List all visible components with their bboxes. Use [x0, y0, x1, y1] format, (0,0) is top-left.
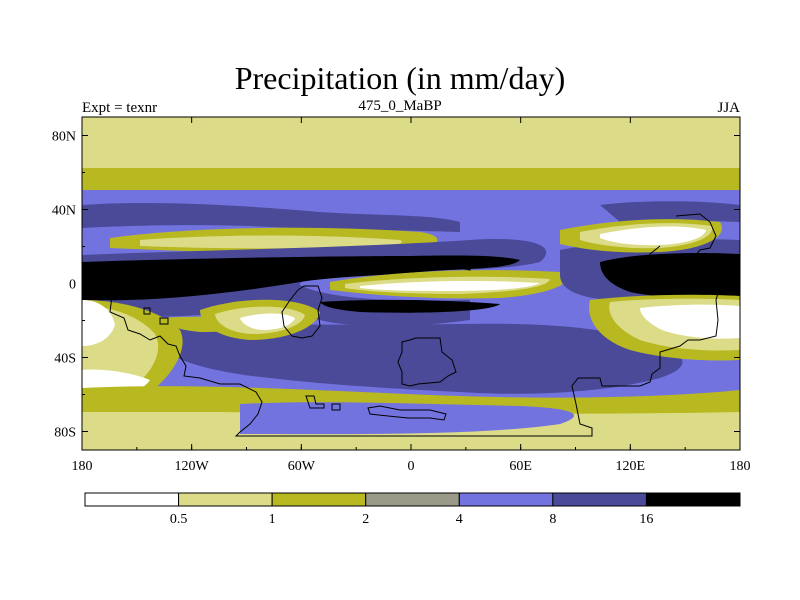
coastline-isthmus	[281, 285, 323, 339]
x-tick-label: 120W	[175, 459, 210, 474]
colorbar-swatch	[645, 492, 741, 507]
field-region	[82, 202, 460, 232]
coastline-island	[103, 261, 113, 269]
colorbar: 0.5 1 2 4 8 16	[84, 492, 741, 527]
field-region	[320, 299, 500, 313]
field-region	[82, 300, 115, 346]
period-label: 475_0_MaBP	[358, 98, 442, 114]
coastline-island	[143, 307, 151, 315]
coastline-india	[417, 255, 473, 271]
colorbar-label: 8	[549, 512, 556, 527]
colorbar-swatch	[178, 492, 273, 507]
field-region	[600, 252, 740, 299]
coastlines	[82, 213, 741, 437]
y-tick-label: 80N	[52, 130, 76, 145]
x-axis: 180 120W 60W 0 60E 120E 180	[72, 117, 751, 474]
x-tick-label: 60W	[288, 459, 316, 474]
chart-title: Precipitation (in mm/day)	[234, 60, 566, 96]
colorbar-label: 16	[639, 512, 653, 527]
coastline-island	[699, 257, 715, 275]
field-region	[160, 323, 683, 394]
y-tick-label: 40N	[52, 204, 76, 219]
field-region	[640, 304, 740, 339]
field-region	[360, 281, 540, 291]
coastline-island	[159, 317, 169, 325]
coastline-north-america-west	[82, 261, 741, 437]
colorbar-swatch	[271, 492, 367, 507]
field-region	[600, 201, 740, 222]
colorbar-label: 2	[362, 512, 369, 527]
colorbar-swatch	[552, 492, 647, 507]
field-band	[82, 117, 740, 172]
field-region	[140, 235, 402, 249]
y-tick-label: 0	[69, 278, 76, 293]
colorbar-label: 0.5	[170, 512, 188, 527]
x-tick-label: 180	[730, 459, 751, 474]
field-band	[82, 168, 740, 190]
colorbar-swatch	[84, 492, 180, 507]
field-region	[240, 313, 295, 330]
colorbar-label: 1	[269, 512, 276, 527]
coastline-island	[331, 403, 341, 411]
coastline-africa	[397, 337, 457, 387]
x-tick-label: 0	[408, 459, 415, 474]
coastline-island	[121, 291, 131, 299]
x-tick-label: 120E	[616, 459, 646, 474]
y-tick-label: 40S	[54, 352, 76, 367]
x-tick-label: 180	[72, 459, 93, 474]
colorbar-label: 4	[456, 512, 463, 527]
coastline-asia	[635, 213, 717, 289]
map-field	[82, 117, 740, 450]
colorbar-swatch	[365, 492, 460, 507]
field-region	[600, 226, 706, 246]
season-label: JJA	[717, 100, 740, 116]
x-tick-label: 60E	[509, 459, 532, 474]
field-region	[82, 255, 520, 301]
y-axis: 80N 40N 0 40S 80S	[52, 130, 740, 441]
coastline-island	[305, 395, 325, 409]
experiment-label: Expt = texnr	[82, 100, 158, 116]
colorbar-swatch	[458, 492, 554, 507]
y-tick-label: 80S	[54, 426, 76, 441]
coastline-antarctic-inlet	[367, 405, 447, 421]
